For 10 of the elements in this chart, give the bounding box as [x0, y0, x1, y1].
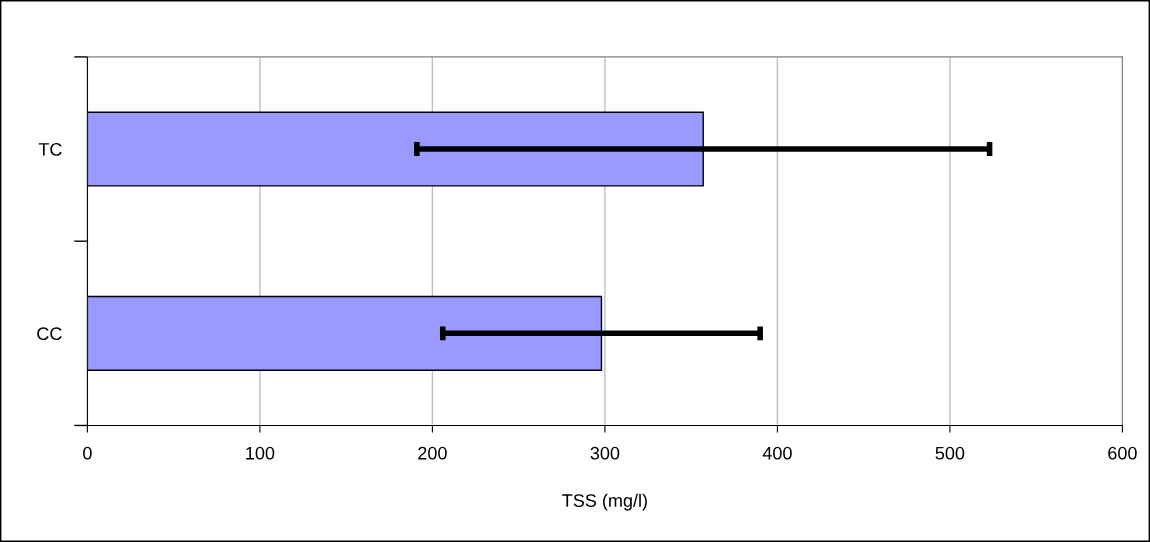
y-tick-label: CC [37, 327, 62, 341]
x-tick-label: 200 [418, 446, 447, 460]
x-tick-label: 0 [83, 446, 92, 460]
y-tick-label: TC [38, 142, 62, 156]
x-tick-label: 500 [935, 446, 965, 460]
x-axis-title: TSS (mg/l) [562, 493, 647, 511]
x-tick-label: 300 [590, 446, 620, 460]
x-tick-label: 400 [762, 446, 792, 460]
x-tick-label: 600 [1108, 446, 1137, 460]
x-tick-label: 100 [246, 446, 275, 460]
